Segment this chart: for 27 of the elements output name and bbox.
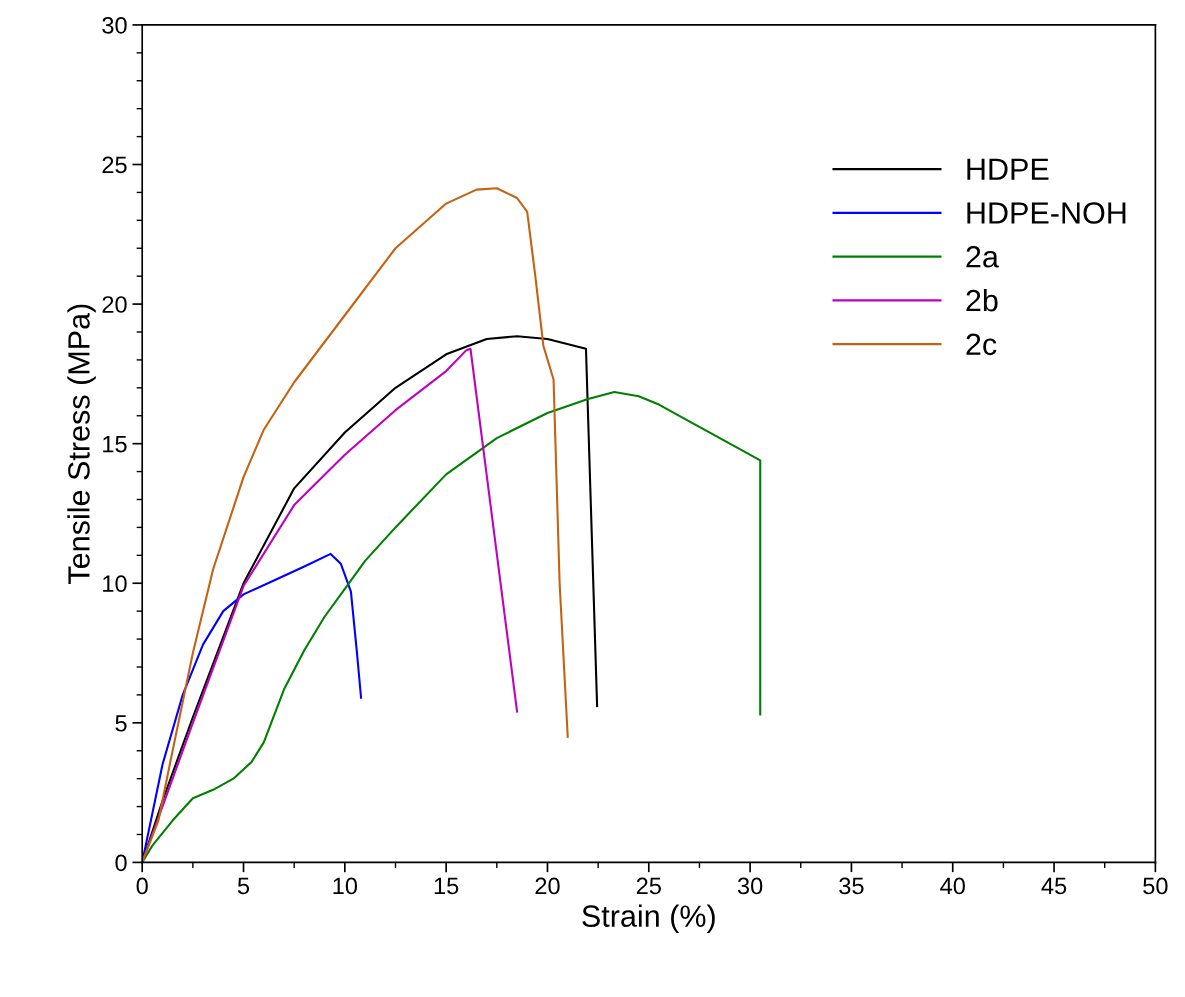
legend-label: 2c [966, 333, 997, 356]
x-tick-label: 35 [839, 877, 864, 895]
x-tick-label: 40 [940, 877, 965, 895]
x-tick-label: 0 [136, 877, 148, 895]
x-tick-label: 45 [1041, 877, 1067, 895]
x-tick-label: 25 [636, 877, 661, 895]
line-series [142, 187, 569, 863]
x-tick-label: 50 [1143, 877, 1168, 895]
legend-label: HDPE [967, 158, 1049, 180]
x-tick-label: 15 [434, 877, 459, 895]
y-tick-label: 5 [115, 715, 127, 732]
legend-label: HDPE-NOH [967, 202, 1126, 224]
y-tick-label: 15 [103, 435, 127, 453]
x-tick-label: 30 [737, 877, 763, 895]
y-tick-label: 20 [102, 296, 127, 313]
legend-label: 2a [966, 245, 999, 268]
y-tick-label: 0 [115, 854, 127, 872]
x-tick-label: 20 [535, 877, 560, 895]
y-tick-label: 10 [103, 575, 127, 593]
y-tick-label: 30 [102, 16, 127, 34]
x-tick-label: 5 [237, 877, 250, 895]
line-series [142, 390, 762, 863]
legend-label: 2b [966, 288, 998, 312]
y-axis-title: Tensile Stress (MPa) [67, 304, 96, 584]
x-axis-title: Strain (%) [582, 904, 715, 934]
y-tick-label: 25 [102, 156, 127, 174]
x-tick-label: 10 [333, 877, 358, 895]
